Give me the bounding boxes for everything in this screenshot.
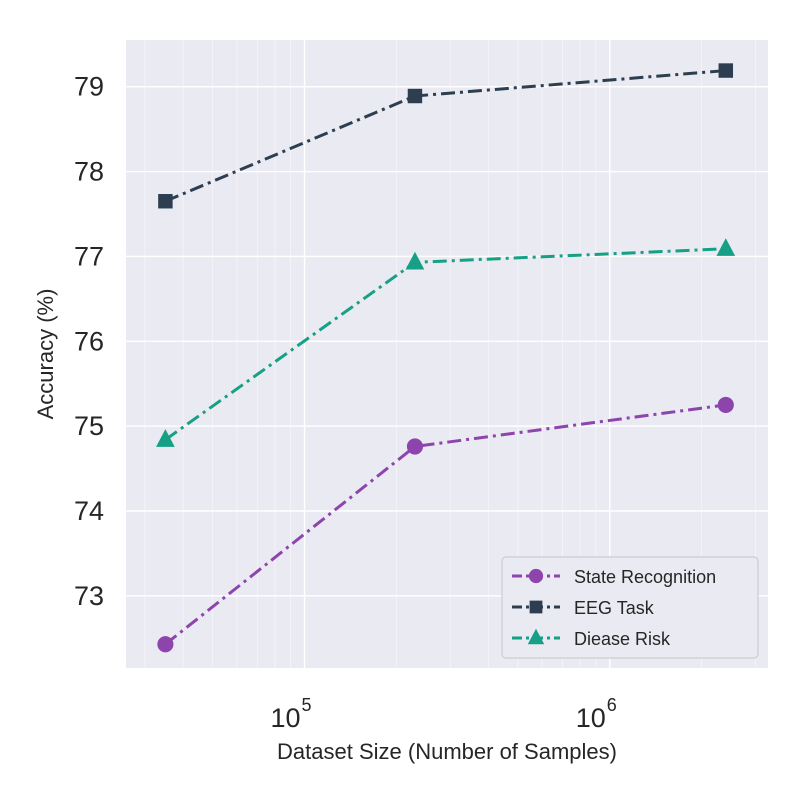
series-diease-risk (156, 238, 736, 447)
square-marker (718, 63, 734, 78)
y-tick-labels: 73 74 75 76 77 78 79 (74, 72, 104, 611)
x-tick-base: 10 (576, 703, 606, 733)
circle-marker (717, 396, 734, 413)
legend-label: State Recognition (574, 567, 716, 587)
data-series (156, 63, 736, 653)
x-tick-base: 10 (271, 703, 301, 733)
y-tick-label: 75 (74, 411, 104, 441)
y-tick-label: 73 (74, 581, 104, 611)
circle-marker (406, 438, 424, 455)
y-tick-label: 76 (74, 326, 104, 356)
circle-marker (157, 636, 174, 653)
triangle-marker (527, 628, 545, 645)
series-eeg-task (158, 63, 734, 209)
legend-item: Diease Risk (512, 628, 671, 649)
x-tick-exponent: 6 (607, 695, 617, 715)
legend-item: EEG Task (512, 598, 655, 618)
y-axis-label: Accuracy (%) (33, 289, 58, 420)
y-tick-label: 74 (74, 496, 104, 526)
legend-label: Diease Risk (574, 629, 671, 649)
legend-box (501, 556, 759, 659)
triangle-marker (716, 238, 736, 256)
square-marker (529, 600, 543, 614)
x-axis-label: Dataset Size (Number of Samples) (277, 739, 617, 764)
x-tick-labels: 10 5 10 6 (271, 695, 617, 733)
legend: State Recognition EEG Task Diease Risk (501, 556, 759, 659)
square-marker (158, 194, 173, 209)
x-tick-label: 10 6 (576, 695, 617, 733)
circle-marker (528, 568, 544, 584)
legend-label: EEG Task (574, 598, 655, 618)
x-tick-label: 10 5 (271, 695, 312, 733)
y-tick-label: 79 (74, 72, 104, 102)
square-marker (407, 88, 423, 104)
series-state-recognition (157, 396, 734, 653)
x-tick-exponent: 5 (302, 695, 312, 715)
legend-item: State Recognition (512, 567, 716, 587)
y-tick-label: 78 (74, 157, 104, 187)
triangle-marker (405, 251, 425, 270)
triangle-marker (156, 429, 175, 447)
y-tick-label: 77 (74, 241, 104, 271)
